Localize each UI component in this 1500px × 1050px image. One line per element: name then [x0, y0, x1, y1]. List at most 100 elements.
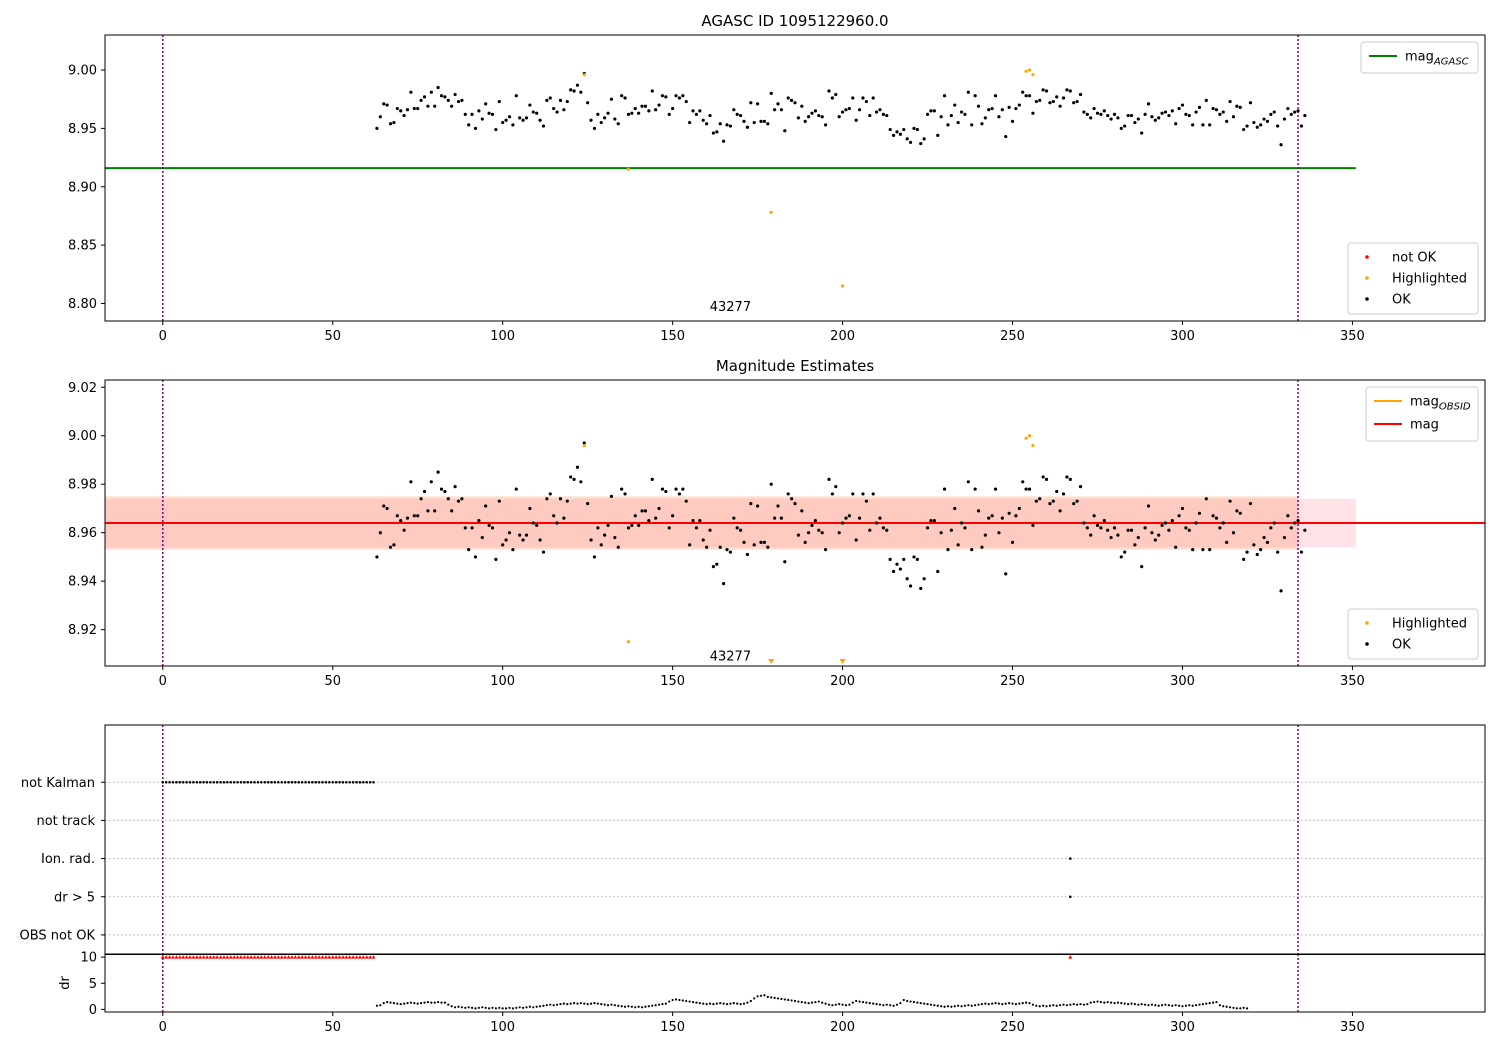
- ok-point: [1211, 514, 1215, 518]
- ok-point: [609, 494, 614, 498]
- ok-point: [514, 94, 518, 98]
- dr-point: [504, 1007, 508, 1010]
- ok-point: [630, 523, 634, 528]
- dr-capped-marker: [235, 955, 240, 959]
- dr-point: [821, 1001, 824, 1004]
- dr-point: [725, 1003, 729, 1006]
- ok-point: [715, 562, 719, 566]
- ok-point: [433, 509, 437, 513]
- ok-point: [1194, 521, 1198, 525]
- dr-point: [453, 1006, 457, 1009]
- ok-point: [412, 106, 416, 111]
- ok-point: [497, 499, 501, 503]
- highlighted-point: [1027, 68, 1032, 72]
- ok-point: [1235, 104, 1239, 108]
- ok-point: [939, 115, 943, 119]
- ok-point: [983, 116, 987, 120]
- ok-point: [582, 441, 586, 445]
- ok-point: [392, 120, 396, 125]
- ok-point: [1089, 533, 1093, 537]
- ok-point: [773, 516, 777, 520]
- ok-point: [963, 112, 967, 116]
- ok-point: [1259, 123, 1263, 127]
- ok-point: [902, 127, 906, 132]
- ok-point: [385, 506, 389, 511]
- ok-point: [718, 122, 722, 126]
- dr-point: [600, 1003, 603, 1006]
- ok-point: [959, 521, 964, 525]
- ok-point: [650, 89, 654, 93]
- ok-point: [752, 543, 756, 547]
- highlighted-point: [626, 640, 631, 644]
- ok-point: [905, 137, 909, 141]
- ok-point: [1160, 111, 1164, 115]
- dr-point: [1215, 1000, 1218, 1004]
- ok-point: [436, 85, 440, 90]
- dr-point: [1052, 1004, 1055, 1007]
- ok-point: [1065, 475, 1069, 479]
- dr-point: [651, 1004, 654, 1007]
- flag-point: [304, 780, 307, 784]
- dr-capped-marker: [218, 955, 223, 959]
- dr-point: [487, 1007, 491, 1010]
- legend-marker: [1365, 621, 1369, 625]
- ok-point: [555, 521, 559, 525]
- ok-point: [1282, 535, 1287, 540]
- ok-point: [694, 526, 699, 530]
- ok-point: [446, 98, 450, 102]
- dr-point: [851, 1001, 854, 1004]
- ok-point: [586, 502, 590, 506]
- ok-point: [565, 99, 569, 104]
- ok-point: [980, 545, 984, 549]
- flag-point: [368, 780, 372, 784]
- ok-point: [912, 555, 916, 559]
- ok-point: [1282, 117, 1287, 121]
- y-category-label: Ion. rad.: [41, 852, 95, 867]
- ok-point: [932, 518, 936, 523]
- dr-point: [423, 1001, 426, 1004]
- x-tick-label: 300: [1170, 674, 1195, 689]
- ok-point: [725, 548, 729, 552]
- ok-point: [1204, 497, 1208, 501]
- ok-point: [810, 523, 814, 528]
- ok-point: [1272, 110, 1276, 114]
- dr-point: [1218, 1004, 1221, 1007]
- ok-point: [929, 109, 933, 113]
- panel-title: AGASC ID 1095122960.0: [701, 12, 888, 30]
- dr-capped-marker: [164, 955, 169, 959]
- dr-point: [603, 1003, 606, 1006]
- dr-point: [984, 1002, 987, 1005]
- ok-point: [990, 514, 994, 518]
- ok-point: [834, 485, 838, 489]
- dr-capped-marker: [184, 955, 189, 959]
- ok-point: [881, 112, 885, 116]
- ok-point: [1231, 531, 1236, 535]
- ok-point: [739, 113, 743, 118]
- dr-point: [1072, 1003, 1075, 1006]
- ok-point: [558, 497, 563, 501]
- dr-point: [834, 1003, 837, 1006]
- dr-point: [1076, 1003, 1079, 1006]
- dr-capped-marker: [323, 955, 328, 959]
- dr-point: [763, 994, 766, 997]
- ok-point: [762, 540, 767, 544]
- dr-point: [1232, 1006, 1235, 1009]
- ok-point: [487, 111, 491, 115]
- y-tick-label: 9.00: [68, 64, 97, 79]
- flag-point: [321, 780, 324, 784]
- ok-point: [756, 102, 760, 106]
- x-tick-label: 200: [830, 674, 855, 689]
- ok-point: [511, 548, 515, 552]
- flag-point: [314, 780, 318, 784]
- dr-point: [382, 1002, 385, 1005]
- ok-point: [752, 120, 756, 125]
- y-tick-label: 8.80: [68, 297, 97, 312]
- ok-point: [463, 526, 467, 530]
- dr-point: [722, 1002, 725, 1005]
- dr-point: [606, 1004, 610, 1007]
- dr-point: [1093, 1000, 1096, 1004]
- ok-point: [402, 528, 406, 532]
- ok-point: [1010, 119, 1015, 123]
- ok-point: [480, 535, 484, 540]
- dr-capped-marker: [364, 955, 369, 959]
